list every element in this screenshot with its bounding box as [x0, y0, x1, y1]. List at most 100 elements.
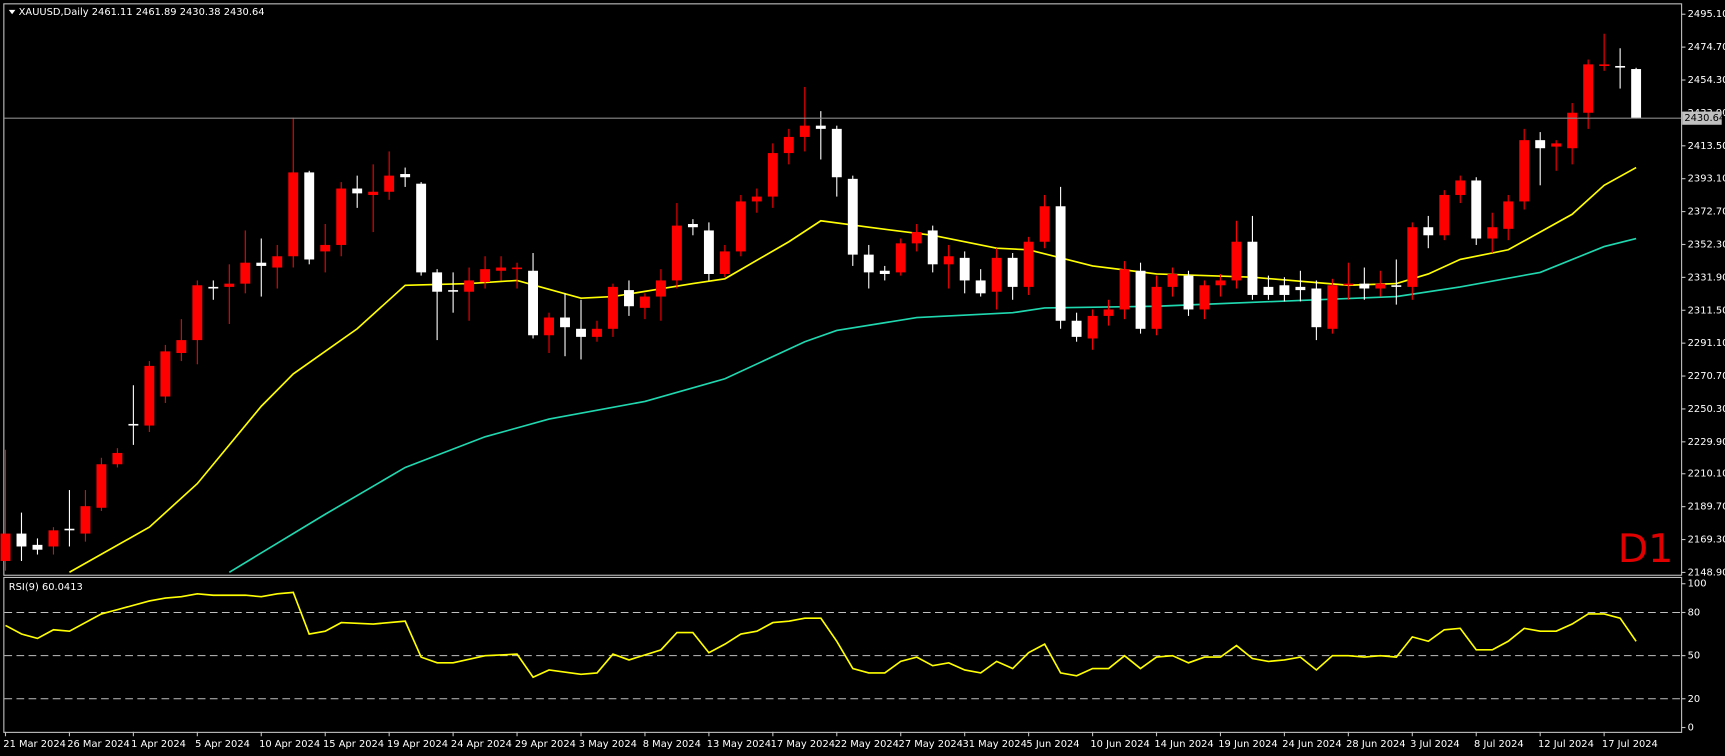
candle-body — [1455, 180, 1466, 195]
candle-body — [64, 528, 75, 531]
main-frame — [3, 3, 1683, 576]
timeframe-label: D1 — [1618, 526, 1674, 572]
candle-body — [735, 201, 746, 252]
candle-body — [911, 232, 922, 244]
candle-body — [783, 136, 794, 154]
candle-body — [1631, 69, 1642, 119]
candle-body — [1135, 270, 1146, 329]
candle-body — [751, 196, 762, 202]
candle-body — [879, 270, 890, 274]
x-tick-label: 29 Apr 2024 — [515, 739, 576, 750]
candle-body — [240, 262, 251, 284]
candle-body — [1231, 241, 1242, 281]
candle-body — [272, 256, 283, 268]
x-tick-label: 17 May 2024 — [771, 739, 835, 750]
candle-body — [1439, 194, 1450, 236]
x-tick-label: 22 May 2024 — [835, 739, 899, 750]
candle-body — [1407, 227, 1418, 287]
x-tick-label: 5 Apr 2024 — [195, 739, 250, 750]
y-tick-label: 100 — [1688, 579, 1707, 590]
candle-body — [1263, 286, 1274, 295]
candle-body — [863, 254, 874, 273]
candle-body — [320, 244, 331, 252]
candle-body — [1551, 143, 1562, 147]
x-tick-label: 14 Jun 2024 — [1154, 739, 1213, 750]
y-tick-label: 50 — [1688, 651, 1701, 662]
candle-body — [1471, 180, 1482, 239]
candle-body — [1215, 280, 1226, 286]
candle-body — [1343, 283, 1354, 286]
y-tick-label: 2352.30 — [1688, 239, 1725, 250]
candle-body — [1567, 112, 1578, 149]
candle-body — [624, 290, 634, 307]
candle-body — [1615, 65, 1626, 68]
candle-body — [592, 328, 602, 337]
x-tick-label: 3 Jul 2024 — [1410, 739, 1460, 750]
candle-body — [112, 452, 123, 465]
y-tick-label: 2413.50 — [1688, 141, 1725, 152]
candle-body — [1519, 140, 1530, 202]
moving-average — [69, 166, 1637, 573]
candle-body — [1039, 206, 1050, 242]
candle-body — [767, 153, 778, 197]
candle-body — [991, 257, 1002, 292]
x-tick-label: 12 Jul 2024 — [1538, 739, 1594, 750]
x-tick-label: 19 Apr 2024 — [387, 739, 448, 750]
candle-body — [1055, 206, 1066, 321]
candle-body — [1167, 273, 1178, 287]
x-tick-label: 10 Apr 2024 — [259, 739, 320, 750]
candle-body — [1119, 269, 1130, 310]
y-tick-label: 2250.30 — [1688, 404, 1725, 415]
candle-body — [576, 328, 586, 337]
y-tick-label: 2148.90 — [1688, 567, 1725, 578]
candle-body — [671, 225, 682, 281]
candle-body — [528, 270, 538, 336]
candle-body — [176, 340, 187, 353]
x-tick-label: 31 May 2024 — [962, 739, 1026, 750]
y-tick-label: 2495.10 — [1688, 9, 1725, 20]
y-tick-label: 80 — [1688, 607, 1701, 618]
candle-body — [1423, 227, 1434, 236]
candle-body — [1087, 315, 1098, 339]
x-tick-label: 21 Mar 2024 — [3, 739, 66, 750]
x-tick-label: 5 Jun 2024 — [1026, 739, 1079, 750]
candle-body — [959, 257, 970, 281]
candle-body — [384, 175, 395, 192]
candle-body — [943, 256, 954, 265]
candle-body — [1023, 241, 1034, 287]
y-tick-label: 2270.70 — [1688, 371, 1725, 382]
candle-body — [1311, 288, 1322, 328]
x-tick-label: 26 Mar 2024 — [67, 739, 130, 750]
candle-body — [1199, 285, 1210, 310]
x-tick-label: 13 May 2024 — [707, 739, 771, 750]
candle-body — [1279, 285, 1290, 295]
candle-body — [1295, 286, 1306, 291]
candle-body — [895, 243, 906, 273]
candle-body — [144, 365, 155, 426]
candle-body — [975, 280, 986, 294]
candle-body — [799, 125, 810, 137]
candle-body — [256, 262, 267, 266]
candle-body — [1103, 309, 1114, 316]
candle-body — [496, 267, 507, 271]
x-tick-label: 19 Jun 2024 — [1218, 739, 1277, 750]
chart-title: XAUUSD,Daily 2461.11 2461.89 2430.38 243… — [19, 7, 265, 18]
rsi-title: RSI(9) 60.0413 — [9, 582, 83, 593]
x-tick-label: 24 Jun 2024 — [1282, 739, 1341, 750]
x-tick-label: 15 Apr 2024 — [323, 739, 384, 750]
candle-body — [352, 188, 363, 194]
x-tick-label: 27 May 2024 — [899, 739, 963, 750]
x-tick-label: 17 Jul 2024 — [1602, 739, 1658, 750]
rsi-frame — [3, 576, 1683, 733]
x-tick-label: 8 Jul 2024 — [1474, 739, 1524, 750]
y-tick-label: 2331.90 — [1688, 272, 1725, 283]
candle-body — [1535, 140, 1546, 149]
candle-body — [719, 251, 730, 274]
candle-body — [1183, 275, 1194, 310]
candle-body — [1583, 64, 1594, 113]
x-tick-label: 10 Jun 2024 — [1090, 739, 1149, 750]
candle-body — [1599, 64, 1610, 66]
candle-body — [1327, 285, 1338, 329]
